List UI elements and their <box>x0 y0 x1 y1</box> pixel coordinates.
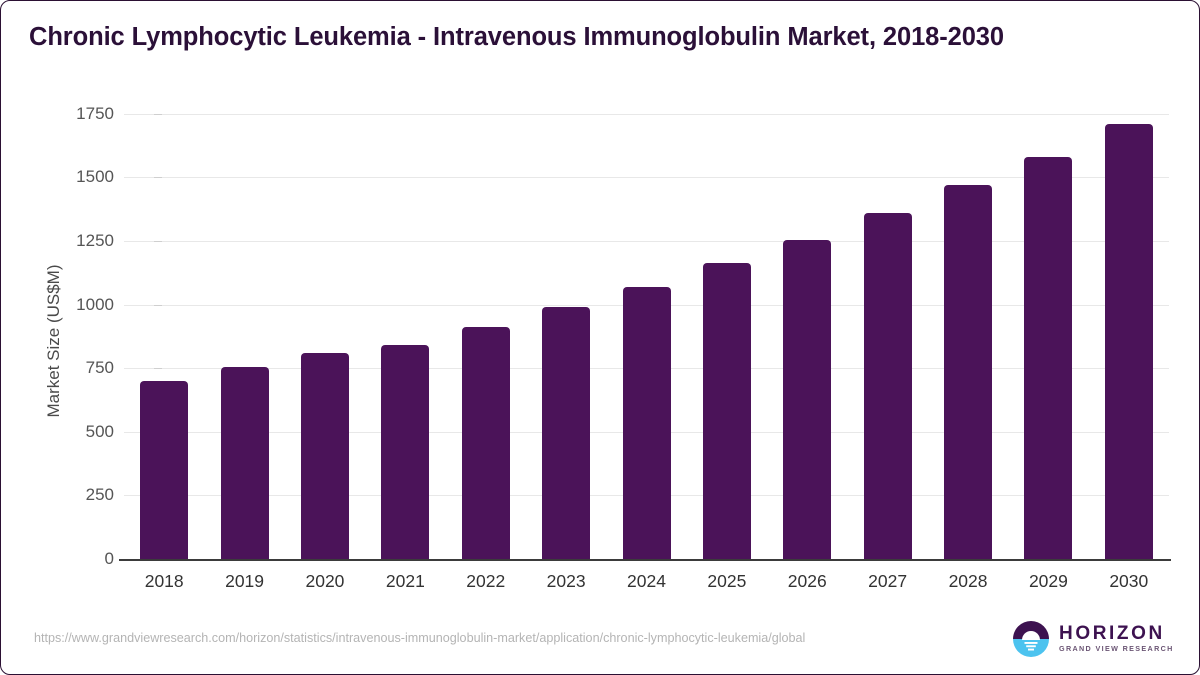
gridline <box>124 113 1169 115</box>
bar[interactable] <box>300 352 349 559</box>
x-tick-label: 2019 <box>225 571 265 591</box>
y-tick-label: 750 <box>85 358 114 378</box>
bar[interactable] <box>783 239 832 559</box>
horizon-logo-wordmark: HORIZON <box>1059 623 1165 645</box>
x-axis-line <box>119 559 1171 561</box>
bar[interactable] <box>863 212 912 559</box>
x-tick-label: 2029 <box>1028 571 1068 591</box>
bar[interactable] <box>220 366 269 559</box>
page-title: Chronic Lymphocytic Leukemia - Intraveno… <box>29 23 1004 51</box>
bar[interactable] <box>381 345 430 559</box>
y-tick-mark <box>154 368 162 370</box>
bar[interactable] <box>622 286 671 559</box>
y-tick-label: 0 <box>104 549 114 568</box>
y-axis-ticks: 0 250 500 750 1000 1250 1500 1750 <box>39 1 162 674</box>
horizon-logo-tagline: GRAND VIEW RESEARCH <box>1059 644 1174 654</box>
bar[interactable] <box>461 327 510 559</box>
x-tick-label: 2028 <box>948 571 988 591</box>
x-tick-label: 2030 <box>1109 571 1149 591</box>
x-tick-label: 2023 <box>546 571 586 591</box>
bar[interactable] <box>140 380 189 559</box>
horizon-logo-text: HORIZON GRAND VIEW RESEARCH <box>1059 624 1174 654</box>
bar[interactable] <box>702 262 751 559</box>
x-tick-label: 2025 <box>707 571 747 591</box>
x-tick-label: 2020 <box>305 571 345 591</box>
bar[interactable] <box>1024 156 1073 559</box>
y-tick-label: 1250 <box>76 230 114 250</box>
x-tick-label: 2018 <box>144 571 184 591</box>
x-tick-label: 2024 <box>627 571 666 591</box>
y-tick-mark <box>154 177 162 179</box>
bar[interactable] <box>1104 123 1153 559</box>
gridline <box>124 240 1169 242</box>
x-tick-label: 2021 <box>385 571 425 591</box>
y-tick-mark <box>154 113 162 115</box>
horizon-logo[interactable]: HORIZON GRAND VIEW RESEARCH <box>1011 619 1174 659</box>
y-tick-label: 1750 <box>76 103 114 123</box>
x-tick-label: 2027 <box>868 571 908 591</box>
y-tick-label: 250 <box>85 485 114 505</box>
y-tick-mark <box>154 240 162 242</box>
source-url[interactable]: https://www.grandviewresearch.com/horizo… <box>34 631 806 645</box>
horizon-logo-icon <box>1011 619 1051 659</box>
y-tick-label: 500 <box>85 421 114 441</box>
y-tick-mark <box>154 304 162 306</box>
bar[interactable] <box>944 184 993 559</box>
gridline <box>124 177 1169 179</box>
bar[interactable] <box>542 307 591 559</box>
y-tick-label: 1000 <box>76 294 114 314</box>
bar-series <box>124 101 1169 559</box>
y-tick-label: 1500 <box>76 167 114 187</box>
x-tick-label: 2022 <box>466 571 506 591</box>
x-tick-label: 2026 <box>787 571 827 591</box>
